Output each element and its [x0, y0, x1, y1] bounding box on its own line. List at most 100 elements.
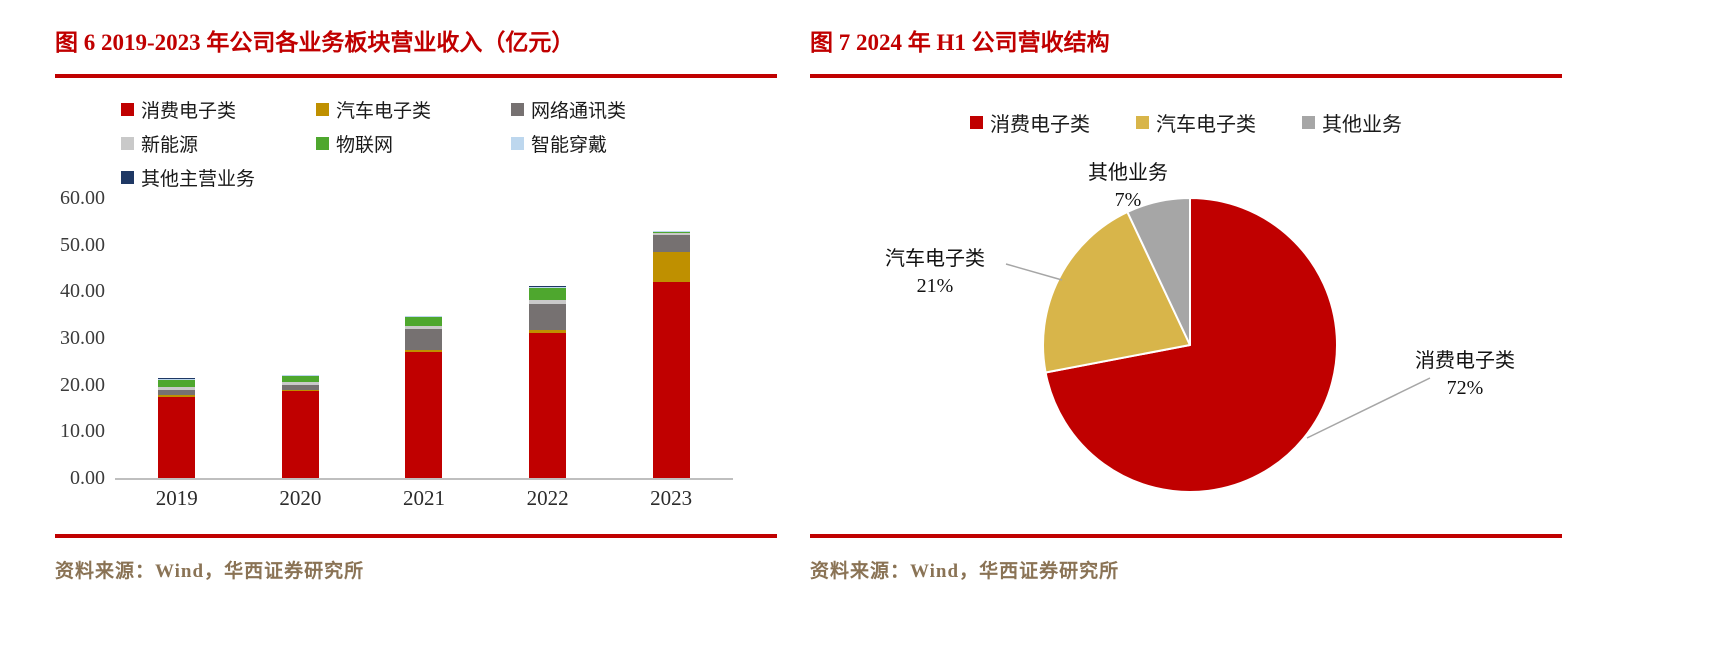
x-axis-tick-label: 2021 [402, 486, 445, 510]
bar-segment [158, 396, 196, 478]
legend-swatch-icon [121, 171, 134, 184]
bar-chart-area: 消费电子类 汽车电子类 网络通讯类新能源 物联网 智能穿戴其他主营业务 0.00 10.0… [55, 78, 777, 534]
legend-item-label: 其他主营业务 [141, 169, 256, 190]
figure-7-bottom-rule [810, 534, 1562, 538]
figure-6-bottom-rule [55, 534, 777, 538]
legend-item: 其他业务 [1302, 108, 1402, 137]
y-axis-tick-label: 40.00 [60, 280, 105, 303]
y-axis-tick-label: 60.00 [60, 187, 105, 209]
x-axis-tick-label: 2019 [155, 486, 198, 510]
pie-slice [1126, 197, 1191, 346]
legend-item-label: 消费电子类 [990, 114, 1090, 136]
bar-segment [158, 395, 196, 397]
pie-chart-legend: 消费电子类 汽车电子类 其他业务 [810, 108, 1562, 137]
bar-segment [281, 375, 319, 377]
legend-swatch-icon [1302, 116, 1315, 129]
bar-segment [158, 387, 196, 390]
figure-7-pie-chart-panel: 图 7 2024 年 H1 公司营收结构 消费电子类 汽车电子类 其他业务 消费电子… [810, 20, 1562, 583]
pie-slice-label: 消费电子类 72% [1415, 348, 1515, 402]
figure-7-title: 图 7 2024 年 H1 公司营收结构 [810, 30, 1110, 55]
pie-slice-label-percent: 21% [916, 275, 954, 297]
legend-swatch-icon [121, 137, 134, 150]
figure-6-bar-chart-panel: 图 6 2019-2023 年公司各业务板块营业收入（亿元） 消费电子类 汽车电子… [55, 20, 777, 583]
bar-segment [281, 391, 319, 478]
legend-item-label: 智能穿戴 [531, 135, 608, 156]
bar-segment [529, 285, 567, 287]
bar-segment [529, 300, 567, 304]
legend-swatch-icon [316, 137, 329, 150]
bar-segment [652, 282, 690, 478]
bar-segment [652, 234, 690, 252]
y-axis-tick-label: 0.00 [70, 467, 105, 489]
legend-item: 物联网 [316, 130, 511, 157]
bar-segment [405, 328, 443, 351]
figure-7-source: 资料来源：Wind，华西证券研究所 [810, 561, 1120, 582]
figure-6-top-rule [55, 74, 777, 78]
legend-swatch-icon [121, 103, 134, 116]
y-axis-tick-label: 50.00 [60, 233, 105, 256]
bar-segment [529, 303, 567, 330]
bar-segment [405, 325, 443, 329]
legend-item-label: 汽车电子类 [336, 101, 432, 122]
bar-segment [158, 378, 196, 381]
legend-swatch-icon [511, 137, 524, 150]
pie-leader-line [1005, 263, 1063, 281]
bar-segment [281, 384, 319, 390]
bar-segment [652, 251, 690, 282]
legend-item-label: 新能源 [141, 135, 199, 156]
legend-item: 新能源 [121, 130, 316, 157]
pie-slice-label-name: 消费电子类 [1415, 350, 1515, 372]
bar-2022 [529, 285, 567, 478]
legend-swatch-icon [970, 116, 983, 129]
bar-segment [529, 288, 567, 301]
bar-2021 [405, 315, 443, 478]
bar-chart-legend: 消费电子类 汽车电子类 网络通讯类新能源 物联网 智能穿戴其他主营业务 [121, 96, 706, 191]
legend-item: 消费电子类 [970, 108, 1090, 137]
legend-item-label: 汽车电子类 [1156, 114, 1256, 136]
legend-swatch-icon [316, 103, 329, 116]
bar-segment [529, 333, 567, 478]
legend-swatch-icon [511, 103, 524, 116]
bar-chart-plot: 0.00 10.00 20.00 30.00 40.00 50.00 60.00 2019 2… [60, 188, 733, 510]
y-axis-tick-label: 30.00 [60, 327, 105, 349]
bar-chart-bars [115, 198, 733, 478]
figure-6-source: 资料来源：Wind，华西证券研究所 [55, 561, 365, 582]
figure-6-title: 图 6 2019-2023 年公司各业务板块营业收入（亿元） [55, 30, 575, 55]
legend-item: 网络通讯类 [511, 96, 706, 123]
bar-segment [281, 382, 319, 385]
pie-slice [1042, 211, 1191, 374]
pie-chart-svg [1005, 197, 1431, 493]
legend-item: 智能穿戴 [511, 130, 706, 157]
legend-item: 汽车电子类 [316, 96, 511, 123]
y-axis-tick-label: 10.00 [60, 420, 105, 443]
pie-slice-label-percent: 7% [1114, 189, 1142, 211]
y-axis-tick-label: 20.00 [60, 373, 105, 396]
bar-2019 [158, 378, 196, 478]
figure-7-top-rule [810, 74, 1562, 78]
legend-item: 汽车电子类 [1136, 108, 1256, 137]
pie-slice [1044, 197, 1339, 493]
pie-slice-label-percent: 72% [1446, 377, 1484, 399]
bar-segment [529, 286, 567, 289]
legend-swatch-icon [1136, 116, 1149, 129]
pie-slice-label-name: 其他业务 [1088, 162, 1168, 184]
bar-2023 [652, 230, 690, 478]
legend-item-label: 网络通讯类 [531, 101, 627, 122]
legend-item-label: 消费电子类 [141, 101, 237, 122]
legend-item: 消费电子类 [121, 96, 316, 123]
pie-leader-line [1134, 203, 1159, 219]
bar-segment [281, 376, 319, 383]
legend-item-label: 物联网 [336, 135, 394, 156]
bar-segment [405, 317, 443, 326]
pie-slice-label: 其他业务 7% [1088, 160, 1168, 214]
bar-segment [158, 380, 196, 388]
x-axis-tick-label: 2020 [279, 486, 322, 510]
x-axis-tick-label: 2023 [650, 486, 693, 510]
x-axis-tick-label: 2022 [526, 486, 569, 510]
pie-leader-line [1306, 377, 1431, 439]
legend-item-label: 其他业务 [1322, 114, 1402, 136]
bar-segment [652, 233, 690, 235]
bar-chart-x-axis: 2019 2020 2021 2022 2023 [115, 486, 733, 511]
bar-segment [405, 316, 443, 318]
bar-2020 [281, 374, 319, 478]
